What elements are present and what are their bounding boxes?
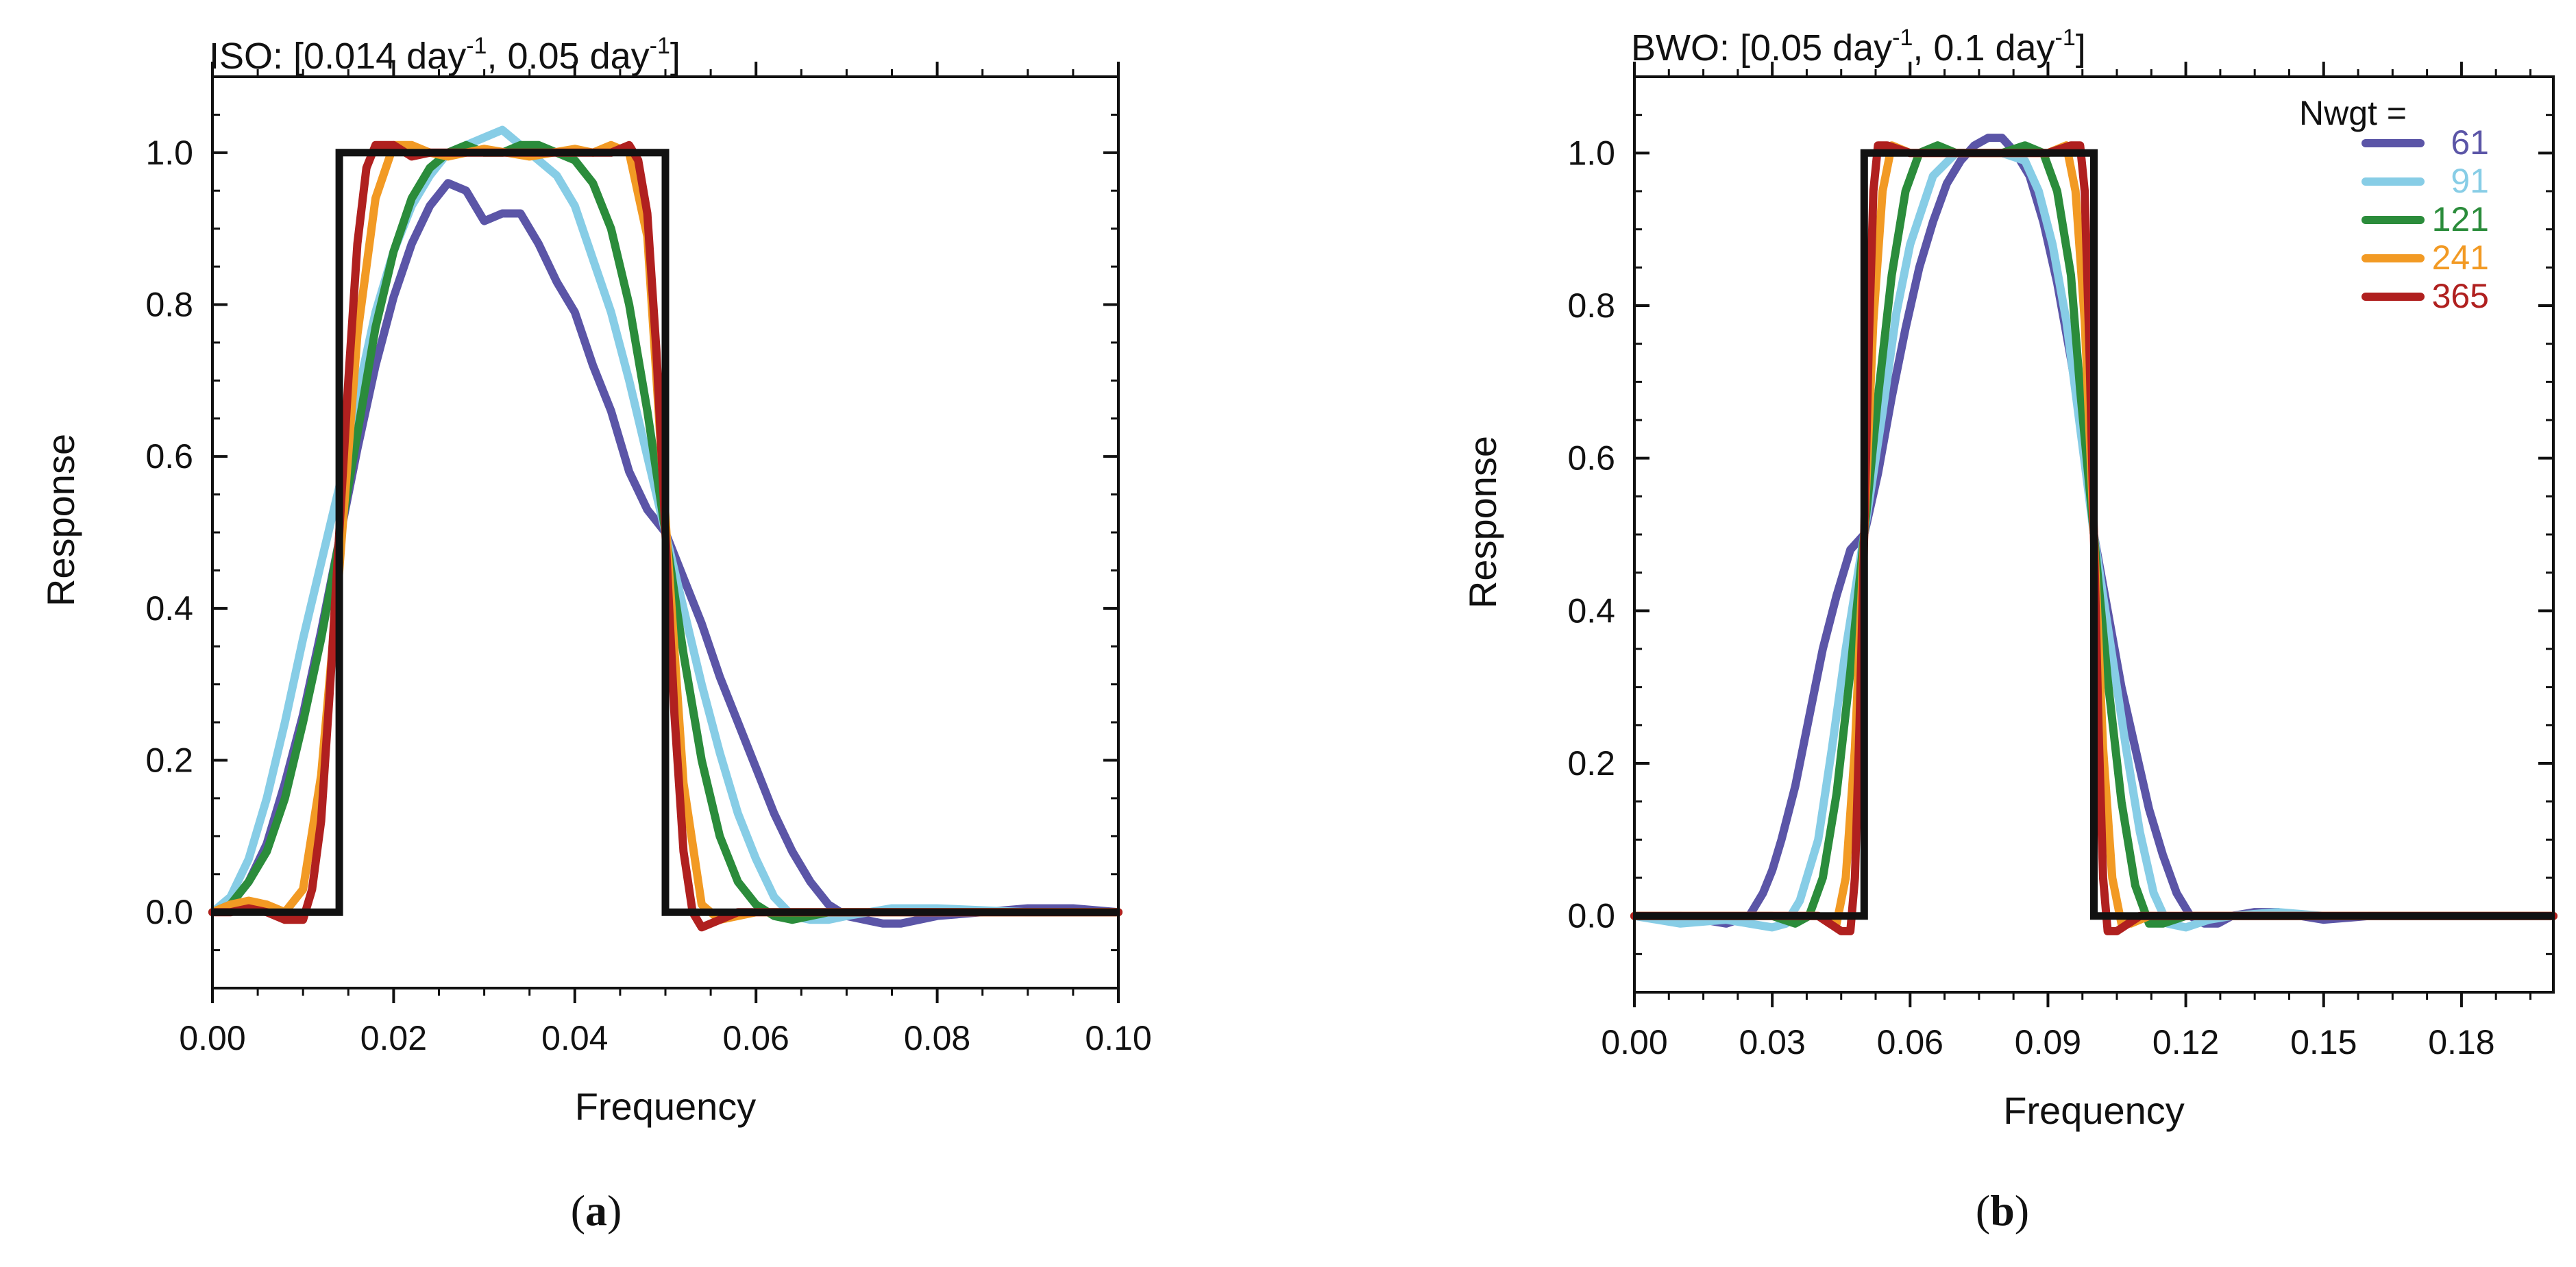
x-tick-label: 0.09 <box>2015 1023 2081 1061</box>
plot-frame-a <box>211 75 1120 989</box>
series-layer-b <box>1630 134 2557 935</box>
y-tick-label: 0.4 <box>1567 591 1615 630</box>
x-tick-label: 0.06 <box>1877 1023 1943 1061</box>
x-tick-label: 0.10 <box>1085 1019 1151 1057</box>
y-tick-label: 0.2 <box>145 741 193 780</box>
legend-label-365: 365 <box>2432 277 2489 315</box>
y-axis-label-a: Response <box>39 434 82 606</box>
x-tick-label: 0.18 <box>2428 1023 2494 1061</box>
y-tick-label: 0.8 <box>145 286 193 324</box>
x-axis-label-b: Frequency <box>2003 1089 2185 1132</box>
y-tick-label: 0.0 <box>145 893 193 931</box>
chart-title-b: BWO: [0.05 day-1, 0.1 day-1] <box>1631 25 2086 69</box>
y-tick-label: 0.4 <box>145 589 193 628</box>
y-tick-label: 1.0 <box>1567 134 1615 172</box>
plot-frame-b <box>1633 75 2555 994</box>
x-tick-label: 0.15 <box>2290 1023 2357 1061</box>
x-tick-label: 0.06 <box>723 1019 789 1057</box>
caption-b: (b) <box>1976 1186 2029 1235</box>
legend-title: Nwgt = <box>2299 94 2407 132</box>
x-tick-label: 0.04 <box>541 1019 608 1057</box>
y-tick-label: 0.0 <box>1567 897 1615 935</box>
chart-panel-b: BWO: [0.05 day-1, 0.1 day-1] 0.0 0.2 0.4 0.… <box>1461 25 2557 1132</box>
legend-label-121: 121 <box>2432 200 2489 238</box>
x-tick-label: 0.08 <box>904 1019 970 1057</box>
x-tick-label: 0.12 <box>2152 1023 2219 1061</box>
ideal-response-line <box>1634 149 2553 920</box>
y-tick-label: 0.6 <box>1567 439 1615 478</box>
x-tick-label: 0.00 <box>1601 1023 1667 1061</box>
y-tick-label: 0.8 <box>1567 286 1615 325</box>
ideal-response-line <box>212 149 1118 916</box>
y-tick-label: 0.2 <box>1567 744 1615 783</box>
chart-panel-a: ISO: [0.014 day-1, 0.05 day-1] 0.0 0.2 0.4… <box>39 33 1152 1128</box>
legend-label-61: 61 <box>2451 123 2489 162</box>
x-tick-label: 0.03 <box>1739 1023 1805 1061</box>
caption-a: (a) <box>571 1186 622 1235</box>
chart-title-a: ISO: [0.014 day-1, 0.05 day-1] <box>209 33 680 77</box>
x-axis-label-a: Frequency <box>575 1085 757 1128</box>
series-layer-a <box>208 125 1123 932</box>
x-tick-label: 0.02 <box>360 1019 427 1057</box>
y-axis-label-b: Response <box>1461 436 1504 608</box>
x-tick-label: 0.00 <box>179 1019 245 1057</box>
legend-label-241: 241 <box>2432 238 2489 277</box>
legend-label-91: 91 <box>2451 162 2489 200</box>
y-tick-label: 0.6 <box>145 437 193 476</box>
y-tick-label: 1.0 <box>145 134 193 172</box>
